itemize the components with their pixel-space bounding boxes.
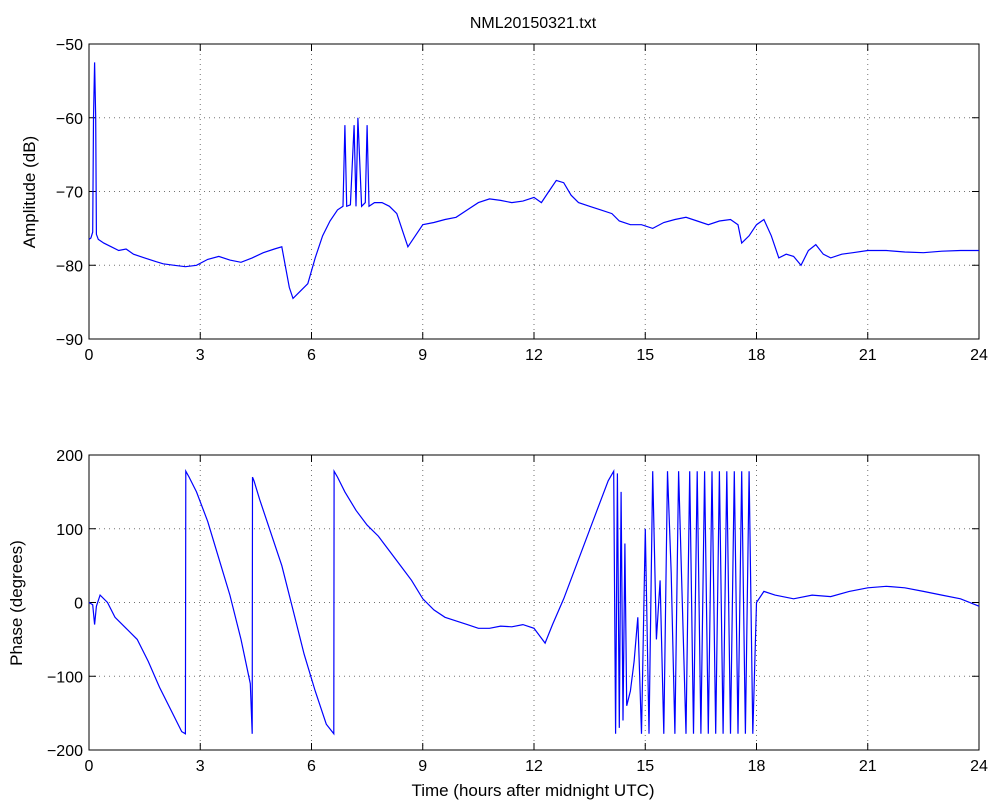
amplitude-y-tick-labels: −90 −80 −70 −60 −50: [56, 37, 83, 349]
phase-x-tick-label: 12: [525, 758, 543, 775]
phase-x-tick-labels: 0 3 6 9 12 15 18 21 24: [85, 758, 988, 775]
phase-y-tick-label: −200: [47, 743, 83, 760]
amplitude-series-line: [88, 62, 979, 300]
amplitude-x-tick-label: 0: [85, 347, 94, 364]
phase-x-tick-label: 3: [196, 758, 205, 775]
phase-ticks: [88, 454, 980, 751]
amplitude-grid: [89, 44, 979, 339]
phase-x-tick-label: 9: [418, 758, 427, 775]
amplitude-y-tick-label: −50: [56, 37, 83, 54]
amplitude-x-tick-label: 18: [748, 347, 766, 364]
amplitude-x-tick-label: 24: [970, 347, 988, 364]
phase-x-tick-label: 0: [85, 758, 94, 775]
amplitude-y-axis-label: Amplitude (dB): [20, 136, 39, 248]
phase-y-tick-label: 0: [74, 596, 83, 613]
amplitude-x-tick-labels: 0 3 6 9 12 15 18 21 24: [85, 347, 988, 364]
phase-series-line: [88, 468, 980, 736]
amplitude-x-tick-label: 9: [418, 347, 427, 364]
amplitude-x-tick-label: 6: [307, 347, 316, 364]
phase-y-tick-labels: −200 −100 0 100 200: [47, 448, 83, 760]
phase-grid: [89, 455, 979, 750]
phase-x-tick-label: 24: [970, 758, 988, 775]
amplitude-x-tick-label: 15: [636, 347, 654, 364]
amplitude-y-tick-label: −80: [56, 258, 83, 275]
phase-y-tick-label: 100: [56, 522, 83, 539]
amplitude-axes: 0 3 6 9 12 15 18 21 24 −90 −80 −70 −60 −50 Amplitude…: [20, 37, 988, 364]
amplitude-x-tick-label: 12: [525, 347, 543, 364]
phase-x-tick-label: 15: [636, 758, 654, 775]
phase-y-tick-label: −100: [47, 669, 83, 686]
amplitude-y-tick-label: −70: [56, 185, 83, 202]
phase-y-axis-label: Phase (degrees): [7, 540, 26, 666]
phase-axes: 0 3 6 9 12 15 18 21 24 −200 −100 0 100 200 Phase (de…: [7, 448, 988, 800]
phase-x-axis-label: Time (hours after midnight UTC): [411, 781, 654, 800]
amplitude-y-tick-label: −90: [56, 332, 83, 349]
figure-title: NML20150321.txt: [470, 15, 597, 32]
phase-x-tick-label: 21: [859, 758, 877, 775]
phase-x-tick-label: 18: [748, 758, 766, 775]
amplitude-ticks: [88, 43, 980, 340]
amplitude-y-tick-label: −60: [56, 111, 83, 128]
phase-y-tick-label: 200: [56, 448, 83, 465]
amplitude-x-tick-label: 3: [196, 347, 205, 364]
amplitude-x-tick-label: 21: [859, 347, 877, 364]
phase-x-tick-label: 6: [307, 758, 316, 775]
